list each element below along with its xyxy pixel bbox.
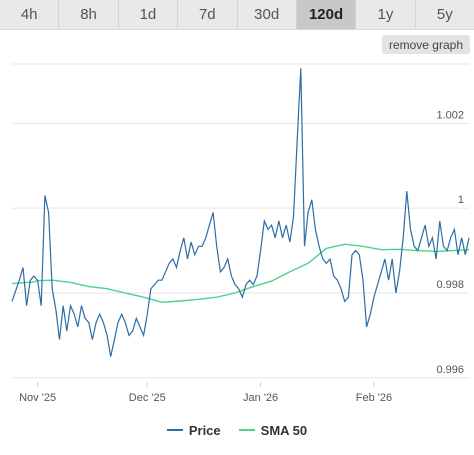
sma-50-series-line: [11, 243, 470, 304]
x-axis-ticks: Nov '25 Dec '25 Jan '26 Feb '26: [19, 382, 392, 404]
tab-1d[interactable]: 1d: [119, 0, 179, 29]
price-chart: 0.996 0.998 1 1.002 Nov '25 Dec '25 Jan '26 Fe…: [11, 63, 470, 404]
timeframe-tabs: 4h 8h 1d 7d 30d 120d 1y 5y: [0, 0, 474, 30]
y-tick-label: 0.998: [436, 279, 464, 291]
grid-lines: [12, 63, 469, 379]
legend-item-sma-50[interactable]: SMA 50: [238, 422, 308, 438]
tab-7d[interactable]: 7d: [178, 0, 238, 29]
y-axis-ticks: 0.996 0.998 1 1.002: [436, 109, 464, 375]
tab-8h[interactable]: 8h: [59, 0, 119, 29]
price-series-line: [11, 68, 470, 357]
remove-graph-button[interactable]: remove graph: [381, 35, 470, 54]
tab-4h[interactable]: 4h: [0, 0, 60, 29]
legend-label-sma-50: SMA 50: [260, 422, 308, 438]
legend-label-price: Price: [188, 422, 221, 438]
price-swatch-icon: [166, 429, 183, 431]
y-tick-label: 1: [458, 194, 464, 206]
tab-120d[interactable]: 120d: [296, 0, 357, 29]
chart-legend: Price SMA 50: [0, 420, 474, 440]
y-tick-label: 0.996: [436, 364, 464, 376]
y-tick-label: 1.002: [436, 109, 464, 121]
x-tick-label: Jan '26: [243, 392, 278, 404]
tab-1y[interactable]: 1y: [356, 0, 416, 29]
sma-swatch-icon: [238, 429, 255, 431]
x-tick-label: Dec '25: [129, 392, 166, 404]
tab-30d[interactable]: 30d: [238, 0, 297, 29]
tab-5y[interactable]: 5y: [436, 6, 453, 23]
x-tick-label: Nov '25: [19, 392, 56, 404]
legend-item-price[interactable]: Price: [166, 422, 221, 438]
x-tick-label: Feb '26: [356, 392, 392, 404]
